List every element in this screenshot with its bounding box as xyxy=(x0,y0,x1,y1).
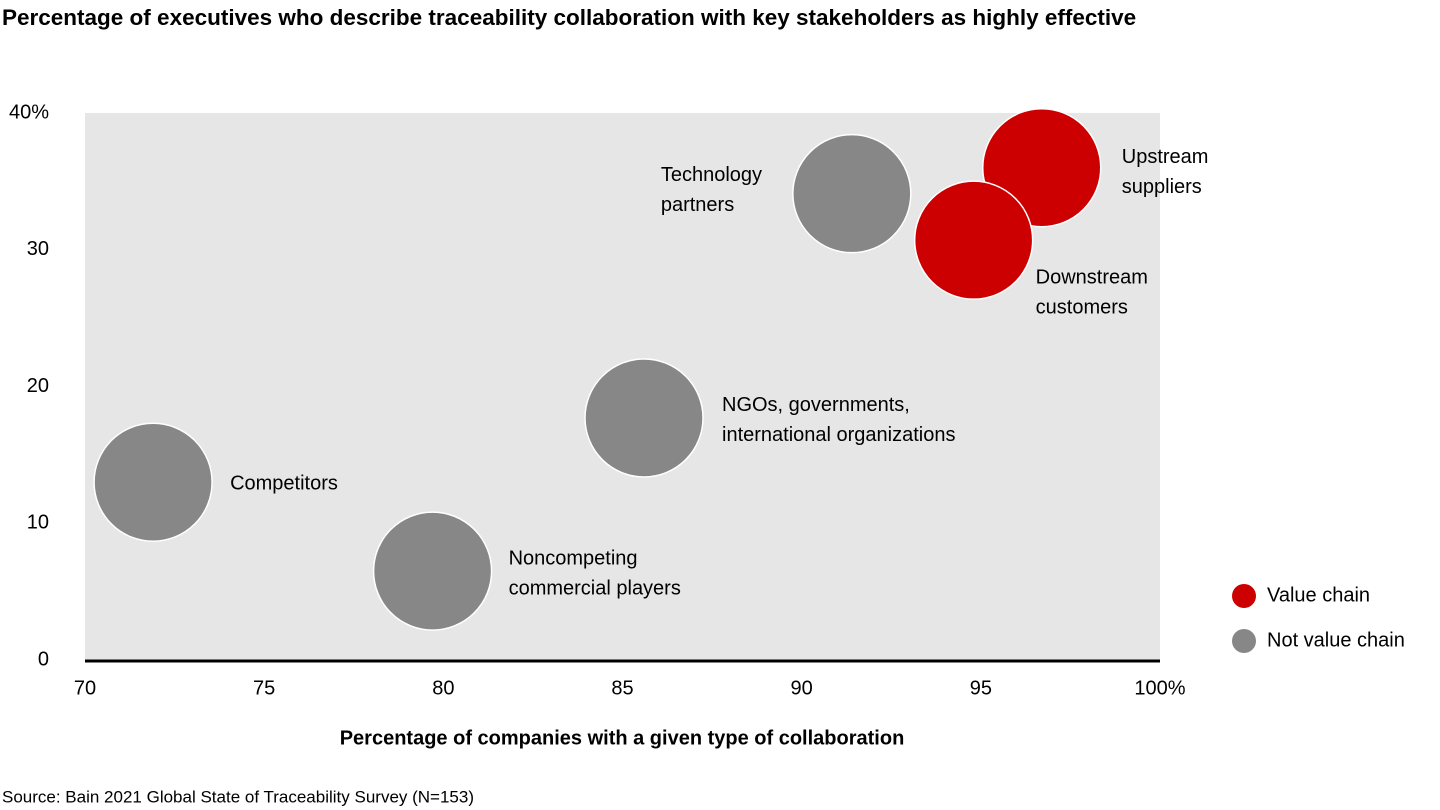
x-tick-label: 95 xyxy=(970,677,992,699)
bubble xyxy=(93,422,213,542)
source: Source: Bain 2021 Global State of Tracea… xyxy=(2,787,474,806)
point-label: international organizations xyxy=(722,424,956,446)
x-tick-label: 75 xyxy=(253,677,275,699)
point-label: commercial players xyxy=(509,577,681,599)
point-label: Noncompeting xyxy=(509,547,638,569)
bubble xyxy=(792,133,912,254)
point-label: NGOs, governments, xyxy=(722,394,910,416)
bubble xyxy=(913,180,1034,300)
x-tick-label: 80 xyxy=(432,677,454,699)
y-tick-label: 0 xyxy=(38,648,49,670)
legend-label: Value chain xyxy=(1267,584,1370,606)
x-tick-label: 85 xyxy=(611,677,633,699)
point-label: suppliers xyxy=(1122,176,1202,198)
y-tick-label: 10 xyxy=(27,512,49,534)
bubble xyxy=(372,511,493,631)
legend-marker xyxy=(1232,629,1256,653)
point-label: Competitors xyxy=(230,473,338,495)
x-tick-label: 90 xyxy=(791,677,813,699)
x-tick-label: 100% xyxy=(1134,677,1185,699)
point-label: partners xyxy=(661,194,734,216)
legend-marker xyxy=(1232,584,1256,608)
legend-label: Not value chain xyxy=(1267,629,1405,651)
bubble xyxy=(584,358,704,478)
y-tick-label: 20 xyxy=(27,375,49,397)
point-label: Upstream xyxy=(1122,146,1209,168)
point-label: Technology xyxy=(661,164,762,186)
y-tick-label: 30 xyxy=(27,238,49,260)
point-label: Downstream xyxy=(1036,266,1148,288)
chart-title: Percentage of executives who describe tr… xyxy=(2,5,1137,30)
y-tick-label: 40% xyxy=(9,101,49,123)
x-tick-label: 70 xyxy=(74,677,96,699)
point-label: customers xyxy=(1036,296,1128,318)
x-axis-title: Percentage of companies with a given typ… xyxy=(340,727,905,749)
